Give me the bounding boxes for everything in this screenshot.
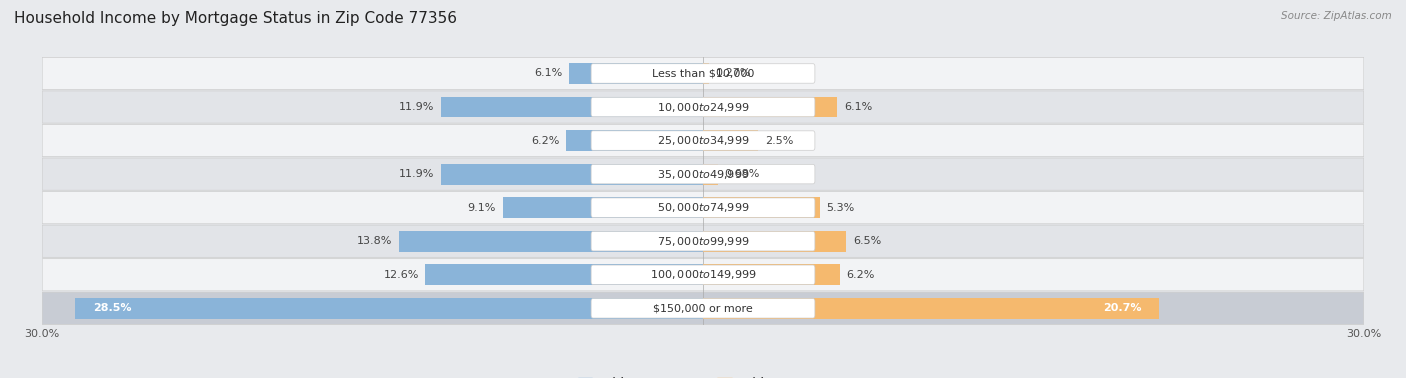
Bar xyxy=(703,97,838,118)
Bar xyxy=(703,298,1159,319)
Bar xyxy=(703,264,839,285)
Text: 12.6%: 12.6% xyxy=(384,270,419,280)
FancyBboxPatch shape xyxy=(42,57,1364,90)
Text: $100,000 to $149,999: $100,000 to $149,999 xyxy=(650,268,756,281)
FancyBboxPatch shape xyxy=(42,192,1364,224)
Text: 6.1%: 6.1% xyxy=(844,102,872,112)
Text: $75,000 to $99,999: $75,000 to $99,999 xyxy=(657,235,749,248)
FancyBboxPatch shape xyxy=(591,198,815,217)
Text: Less than $10,000: Less than $10,000 xyxy=(652,68,754,79)
Text: $50,000 to $74,999: $50,000 to $74,999 xyxy=(657,201,749,214)
Text: 2.5%: 2.5% xyxy=(765,136,793,146)
Bar xyxy=(426,264,703,285)
Text: 0.68%: 0.68% xyxy=(724,169,761,179)
Text: Household Income by Mortgage Status in Zip Code 77356: Household Income by Mortgage Status in Z… xyxy=(14,11,457,26)
Bar xyxy=(703,63,709,84)
FancyBboxPatch shape xyxy=(591,164,815,184)
Text: 11.9%: 11.9% xyxy=(399,169,434,179)
Bar xyxy=(568,63,703,84)
Text: 11.9%: 11.9% xyxy=(399,102,434,112)
FancyBboxPatch shape xyxy=(42,259,1364,291)
Bar xyxy=(567,130,703,151)
FancyBboxPatch shape xyxy=(591,97,815,117)
Text: 6.1%: 6.1% xyxy=(534,68,562,79)
Bar xyxy=(703,231,846,252)
Text: $35,000 to $49,999: $35,000 to $49,999 xyxy=(657,167,749,181)
Bar xyxy=(441,164,703,184)
Text: 20.7%: 20.7% xyxy=(1102,303,1142,313)
Text: 9.1%: 9.1% xyxy=(468,203,496,213)
FancyBboxPatch shape xyxy=(42,158,1364,190)
FancyBboxPatch shape xyxy=(42,225,1364,257)
Text: 6.2%: 6.2% xyxy=(846,270,875,280)
Bar xyxy=(703,130,758,151)
FancyBboxPatch shape xyxy=(591,231,815,251)
Bar xyxy=(75,298,703,319)
Text: 6.2%: 6.2% xyxy=(531,136,560,146)
FancyBboxPatch shape xyxy=(591,64,815,83)
FancyBboxPatch shape xyxy=(42,124,1364,156)
Text: 28.5%: 28.5% xyxy=(93,303,131,313)
Text: 0.27%: 0.27% xyxy=(716,68,751,79)
Text: 5.3%: 5.3% xyxy=(827,203,855,213)
Bar xyxy=(703,164,718,184)
Bar xyxy=(502,197,703,218)
Text: $25,000 to $34,999: $25,000 to $34,999 xyxy=(657,134,749,147)
Text: 13.8%: 13.8% xyxy=(357,236,392,246)
FancyBboxPatch shape xyxy=(591,131,815,150)
Bar xyxy=(441,97,703,118)
FancyBboxPatch shape xyxy=(591,299,815,318)
Legend: Without Mortgage, With Mortgage: Without Mortgage, With Mortgage xyxy=(574,372,832,378)
FancyBboxPatch shape xyxy=(42,91,1364,123)
Bar xyxy=(703,197,820,218)
FancyBboxPatch shape xyxy=(591,265,815,285)
Text: Source: ZipAtlas.com: Source: ZipAtlas.com xyxy=(1281,11,1392,21)
Text: 6.5%: 6.5% xyxy=(853,236,882,246)
Text: $150,000 or more: $150,000 or more xyxy=(654,303,752,313)
Text: $10,000 to $24,999: $10,000 to $24,999 xyxy=(657,101,749,113)
FancyBboxPatch shape xyxy=(42,292,1364,324)
Bar xyxy=(399,231,703,252)
